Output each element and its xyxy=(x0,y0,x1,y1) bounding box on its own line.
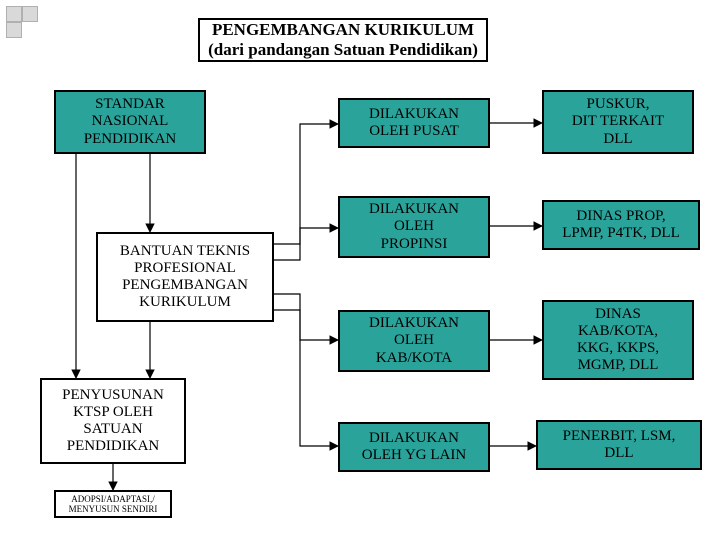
node-adopsi: ADOPSI/ADAPTASI,/MENYUSUN SENDIRI xyxy=(54,490,172,518)
decor-square xyxy=(6,6,22,22)
node-puskur: PUSKUR,DIT TERKAITDLL xyxy=(542,90,694,154)
edge-bantuan-d_kab xyxy=(274,294,338,340)
diagram-stage: PENGEMBANGAN KURIKULUM(dari pandangan Sa… xyxy=(0,0,720,540)
decor-square xyxy=(22,6,38,22)
node-bantuan: BANTUAN TEKNISPROFESIONALPENGEMBANGANKUR… xyxy=(96,232,274,322)
node-dilakukan-kabkota: DILAKUKANOLEHKAB/KOTA xyxy=(338,310,490,372)
edge-bantuan-d_prop xyxy=(274,228,338,260)
node-dinas-prop: DINAS PROP,LPMP, P4TK, DLL xyxy=(542,200,700,250)
node-dilakukan-pusat: DILAKUKANOLEH PUSAT xyxy=(338,98,490,148)
title-box: PENGEMBANGAN KURIKULUM(dari pandangan Sa… xyxy=(198,18,488,62)
node-dinas-kab: DINASKAB/KOTA,KKG, KKPS,MGMP, DLL xyxy=(542,300,694,380)
edge-bantuan-d_lain xyxy=(274,310,338,446)
node-dilakukan-propinsi: DILAKUKANOLEHPROPINSI xyxy=(338,196,490,258)
node-penyusunan: PENYUSUNANKTSP OLEHSATUANPENDIDIKAN xyxy=(40,378,186,464)
decor-square xyxy=(6,22,22,38)
edge-bantuan-d_pusat xyxy=(274,124,338,244)
node-snp: STANDARNASIONALPENDIDIKAN xyxy=(54,90,206,154)
node-dilakukan-lain: DILAKUKANOLEH YG LAIN xyxy=(338,422,490,472)
node-penerbit: PENERBIT, LSM,DLL xyxy=(536,420,702,470)
